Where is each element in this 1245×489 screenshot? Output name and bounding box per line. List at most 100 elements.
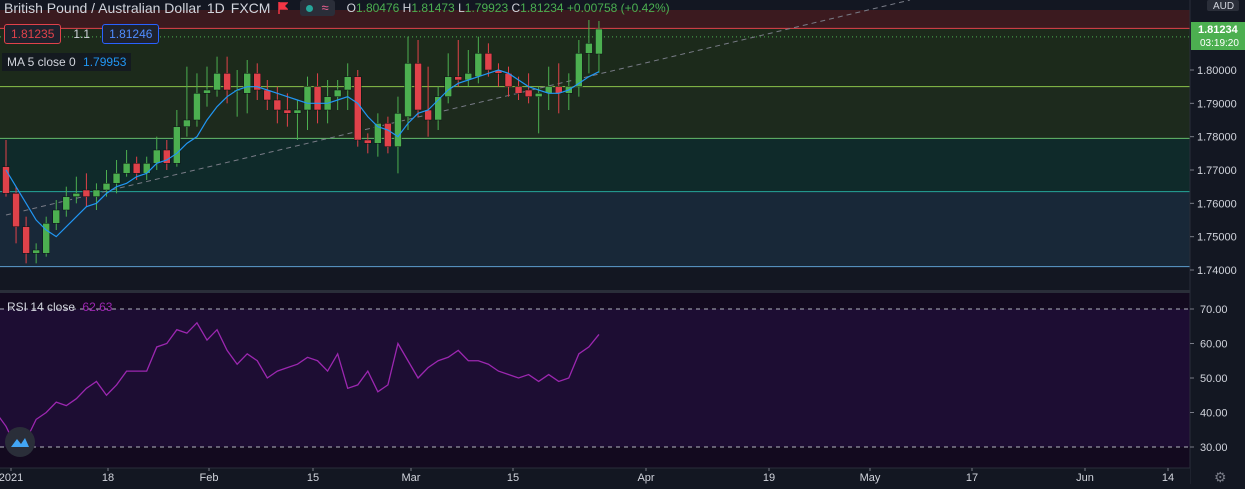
- candle-body[interactable]: [585, 43, 593, 54]
- candle-body[interactable]: [183, 119, 191, 127]
- status-dot-icon: [306, 4, 314, 12]
- candle-body[interactable]: [12, 193, 20, 227]
- ma-value: 1.79953: [83, 55, 127, 69]
- candle-body[interactable]: [424, 109, 432, 121]
- candle-body[interactable]: [534, 93, 543, 97]
- candle-body[interactable]: [72, 193, 81, 197]
- candle-body[interactable]: [444, 76, 452, 97]
- buy-button[interactable]: 1.81246: [102, 24, 160, 44]
- exchange-label[interactable]: FXCM: [230, 0, 271, 16]
- candle-body[interactable]: [253, 73, 261, 91]
- candle-body[interactable]: [273, 99, 282, 111]
- rsi-band: [0, 309, 1190, 447]
- change-value: +0.00758 (+0.42%): [566, 1, 670, 15]
- last-price-badge[interactable]: [1191, 22, 1245, 50]
- candle-body[interactable]: [414, 63, 422, 111]
- rsi-legend[interactable]: RSI 14 close 62.63: [2, 298, 117, 316]
- candle-body[interactable]: [364, 139, 372, 144]
- candle-body[interactable]: [2, 166, 10, 194]
- candle-body[interactable]: [32, 249, 40, 254]
- candle-body[interactable]: [153, 149, 161, 164]
- candle-body[interactable]: [524, 89, 533, 97]
- candle-body[interactable]: [132, 163, 141, 174]
- candle-body[interactable]: [434, 96, 442, 121]
- candle-body[interactable]: [374, 123, 382, 144]
- candle-body[interactable]: [293, 109, 302, 114]
- candle-body[interactable]: [575, 53, 583, 87]
- candle-body[interactable]: [122, 163, 131, 174]
- candle-body[interactable]: [223, 73, 231, 91]
- candle-body[interactable]: [52, 209, 60, 224]
- candle-body[interactable]: [474, 53, 483, 77]
- sell-button[interactable]: 1.81235: [4, 24, 62, 44]
- candle-body[interactable]: [82, 189, 91, 197]
- ma-line[interactable]: [5, 69, 600, 238]
- symbol-title[interactable]: British Pound / Australian Dollar: [4, 0, 201, 16]
- candle-body[interactable]: [263, 89, 272, 101]
- open-label: O: [346, 1, 356, 15]
- candle-body[interactable]: [112, 173, 121, 184]
- candle-body[interactable]: [514, 86, 523, 94]
- price-tick-label: 1.78000: [1197, 132, 1237, 144]
- candle-body[interactable]: [243, 73, 251, 94]
- time-tick-label: 15: [307, 472, 319, 484]
- quote-row: 1.81235 1.1 1.81246: [4, 24, 160, 44]
- rsi-tick-label: 30.00: [1200, 442, 1228, 454]
- candle-body[interactable]: [203, 89, 211, 94]
- candle-body[interactable]: [173, 126, 181, 164]
- candle-body[interactable]: [193, 93, 201, 121]
- candle-body[interactable]: [394, 113, 402, 147]
- candle-body[interactable]: [163, 149, 171, 164]
- candle-body[interactable]: [333, 89, 342, 97]
- candle-body[interactable]: [102, 183, 111, 191]
- time-tick-label: May: [860, 472, 881, 484]
- candle-body[interactable]: [313, 86, 322, 111]
- candle-body[interactable]: [22, 226, 30, 254]
- logo-icon[interactable]: [5, 427, 35, 457]
- ma-label: MA 5 close 0: [7, 55, 76, 69]
- price-zone: [0, 191, 1190, 267]
- interval-label[interactable]: 1D: [206, 0, 225, 16]
- candle-body[interactable]: [142, 163, 151, 174]
- candle-body[interactable]: [62, 196, 71, 211]
- candle-body[interactable]: [454, 76, 462, 81]
- pane-separator[interactable]: [0, 290, 1190, 293]
- currency-badge[interactable]: [1207, 0, 1239, 11]
- candle-body[interactable]: [384, 123, 392, 147]
- rsi-tick-label: 60.00: [1200, 339, 1228, 351]
- time-tick-label: Apr: [637, 472, 654, 484]
- price-tick-label: 1.76000: [1197, 198, 1237, 210]
- candle-body[interactable]: [303, 86, 312, 111]
- ma-legend[interactable]: MA 5 close 0 1.79953: [2, 53, 132, 71]
- candle-body[interactable]: [484, 53, 493, 71]
- price-tick-label: 1.74000: [1197, 265, 1237, 277]
- price-tick-label: 1.80000: [1197, 65, 1237, 77]
- spread-value: 1.1: [73, 27, 91, 41]
- low-label: L: [458, 1, 465, 15]
- flag-icon[interactable]: [276, 1, 290, 15]
- eye-toggle-button[interactable]: ≈: [300, 0, 335, 16]
- last-price-value: 1.81234: [1198, 24, 1239, 36]
- rsi-tick-label: 70.00: [1200, 304, 1228, 316]
- price-tick-label: 1.75000: [1197, 232, 1237, 244]
- candle-body[interactable]: [404, 63, 412, 117]
- candle-body[interactable]: [595, 28, 603, 55]
- close-label: C: [511, 1, 521, 15]
- price-tick-label: 1.79000: [1197, 98, 1237, 110]
- time-axis-bg[interactable]: [0, 468, 1190, 484]
- candle-body[interactable]: [283, 109, 292, 114]
- candle-body[interactable]: [354, 76, 362, 141]
- candle-body[interactable]: [42, 223, 50, 254]
- time-tick-label: 18: [102, 472, 114, 484]
- candle-body[interactable]: [213, 73, 221, 91]
- settings-icon[interactable]: ⚙: [1214, 469, 1227, 485]
- price-zone: [0, 28, 1190, 87]
- candle-body[interactable]: [343, 76, 352, 91]
- candle-body[interactable]: [92, 189, 101, 197]
- rsi-line[interactable]: [0, 321, 600, 448]
- time-tick-label: 19: [763, 472, 775, 484]
- price-axis-bg[interactable]: [1190, 0, 1245, 484]
- trendline[interactable]: [5, 0, 911, 216]
